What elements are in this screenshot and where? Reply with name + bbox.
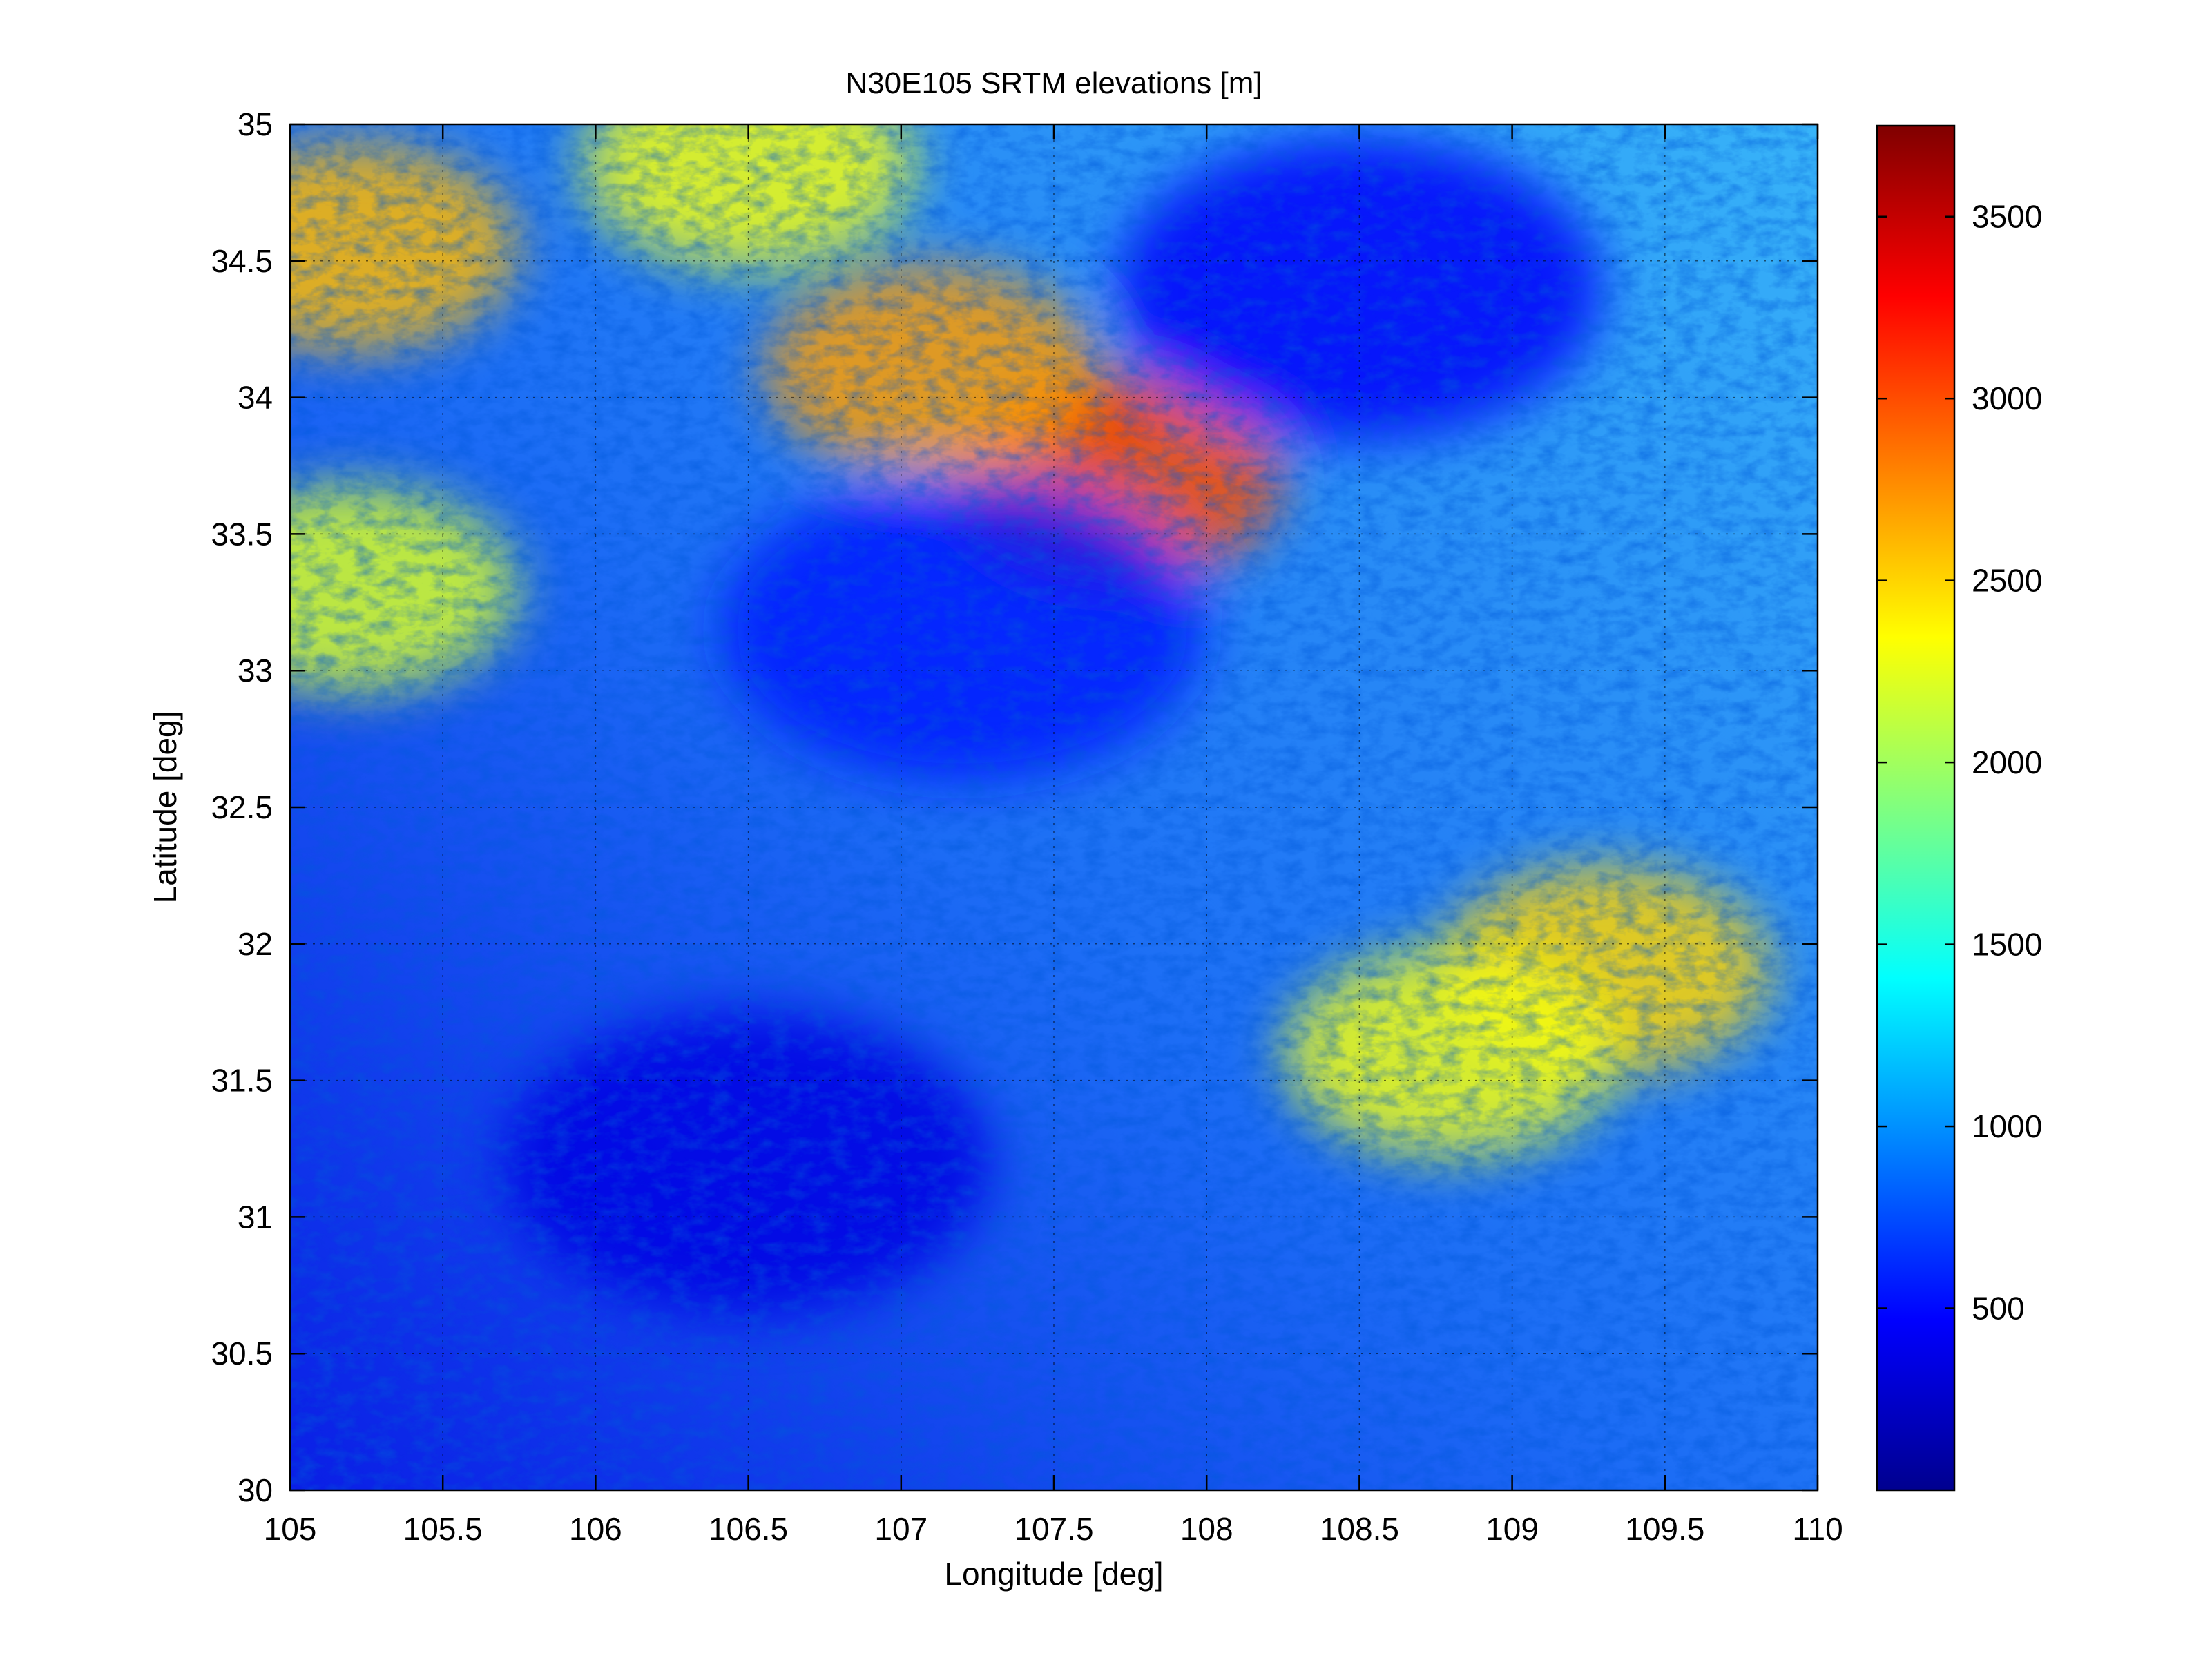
colorbar: 500 1000 1500 2000 2500 3000 3500 xyxy=(1876,124,2042,1492)
colorbar-tick-label: 2500 xyxy=(1972,563,2042,599)
y-tick-label: 30.5 xyxy=(211,1336,273,1371)
y-tick-label: 34 xyxy=(238,380,273,416)
x-axis-label: Longitude [deg] xyxy=(944,1556,1163,1592)
colorbar-gradient xyxy=(1876,124,1956,1492)
y-tick-label: 32 xyxy=(238,926,273,962)
colorbar-tick-label: 2000 xyxy=(1972,744,2042,780)
y-axis: 30 30.5 31 31.5 32 32.5 33 33.5 34 34.5 35 xyxy=(211,106,1818,1508)
y-tick-label: 31.5 xyxy=(211,1063,273,1099)
x-tick-label: 106.5 xyxy=(709,1511,788,1547)
x-tick-label: 106 xyxy=(569,1511,622,1547)
x-axis: 105 105.5 106 106.5 107 107.5 108 108.5 109 109.5… xyxy=(264,124,1843,1547)
x-tick-label: 109.5 xyxy=(1625,1511,1704,1547)
y-tick-label: 34.5 xyxy=(211,243,273,279)
terrain-texture xyxy=(290,124,1818,1490)
x-tick-label: 105 xyxy=(264,1511,317,1547)
colorbar-tick-label: 500 xyxy=(1972,1291,2025,1327)
x-tick-label: 108 xyxy=(1180,1511,1233,1547)
x-tick-label: 110 xyxy=(1792,1511,1843,1547)
y-tick-label: 32.5 xyxy=(211,789,273,825)
y-tick-label: 31 xyxy=(238,1199,273,1235)
plot-area: 105 105.5 106 106.5 107 107.5 108 108.5 109 109.5… xyxy=(211,106,1843,1547)
colorbar-tick-label: 1500 xyxy=(1972,927,2042,963)
chart-title: N30E105 SRTM elevations [m] xyxy=(845,66,1262,100)
y-axis-label: Latitude [deg] xyxy=(147,711,183,904)
x-tick-label: 107 xyxy=(874,1511,927,1547)
x-tick-label: 105.5 xyxy=(403,1511,483,1547)
x-tick-label: 108.5 xyxy=(1320,1511,1399,1547)
y-tick-label: 33 xyxy=(238,653,273,688)
y-tick-label: 33.5 xyxy=(211,516,273,552)
colorbar-tick-label: 1000 xyxy=(1972,1108,2042,1144)
y-tick-label: 35 xyxy=(238,106,273,142)
colorbar-tick-label: 3000 xyxy=(1972,380,2042,416)
colorbar-ticks: 500 1000 1500 2000 2500 3000 3500 xyxy=(1877,199,2042,1327)
x-tick-label: 109 xyxy=(1485,1511,1539,1547)
colorbar-tick-label: 3500 xyxy=(1972,199,2042,235)
x-tick-label: 107.5 xyxy=(1014,1511,1093,1547)
y-tick-label: 30 xyxy=(238,1472,273,1508)
